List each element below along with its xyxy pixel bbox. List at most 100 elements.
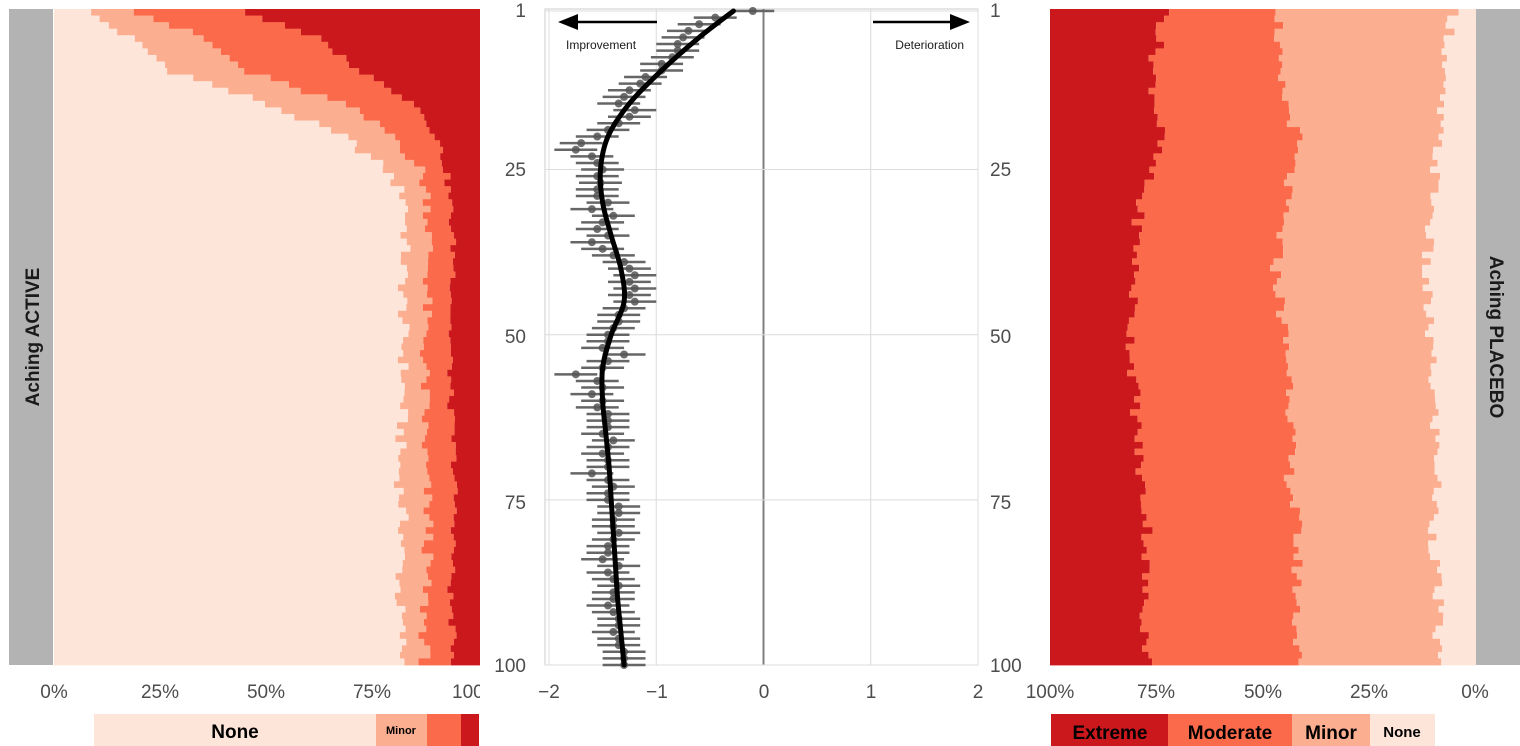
bar-segment (192, 28, 301, 36)
bar-segment (1301, 579, 1443, 587)
data-point (577, 139, 586, 148)
bar-segment (1430, 218, 1476, 226)
bar-segment (270, 74, 374, 82)
bar-segment (1050, 546, 1147, 554)
bar-segment (1291, 376, 1429, 384)
bar-segment (1292, 186, 1439, 194)
bar-segment (450, 317, 480, 325)
bar-segment (1281, 317, 1434, 325)
bar-segment (1154, 94, 1282, 102)
bar-segment (1050, 15, 1165, 23)
bar-segment (1286, 120, 1441, 128)
bar-segment (54, 61, 166, 69)
bar-segment (423, 343, 451, 351)
data-point (625, 264, 634, 273)
bar-segment (403, 291, 428, 299)
bar-segment (1282, 48, 1442, 56)
bar-segment (1050, 330, 1127, 338)
legend-swatch-extreme (461, 714, 479, 746)
bar-segment (1283, 212, 1433, 220)
bar-segment (54, 120, 320, 128)
bar-segment (452, 560, 480, 567)
bar-segment (420, 107, 480, 115)
bar-segment (300, 28, 480, 36)
bar-segment (288, 81, 384, 89)
bar-segment (405, 212, 423, 220)
bar-segment (1142, 441, 1297, 449)
bar-segment (54, 192, 400, 200)
bar-segment (448, 218, 480, 226)
bar-segment (1155, 48, 1283, 56)
bar-segment (1299, 507, 1439, 515)
deterioration-arrow (873, 14, 970, 30)
bar-segment (401, 343, 424, 351)
bar-segment (443, 146, 480, 154)
bar-segment (54, 297, 408, 305)
bar-segment (450, 461, 480, 469)
bar-segment (453, 494, 480, 502)
bar-segment (1144, 186, 1293, 194)
bar-segment (403, 337, 424, 344)
bar-segment (453, 514, 480, 522)
bar-segment (1050, 232, 1140, 239)
bar-segment (1275, 9, 1459, 16)
bar-segment (1427, 527, 1476, 535)
bar-segment (1429, 520, 1476, 528)
y-tick-label: 75 (505, 493, 526, 514)
bar-segment (54, 527, 399, 535)
data-point (625, 277, 634, 286)
bar-segment (1163, 41, 1280, 49)
legend-label-minor: Minor (386, 725, 417, 737)
bar-segment (425, 166, 443, 174)
bar-segment (398, 455, 429, 463)
bar-segment (1444, 100, 1476, 108)
bar-segment (426, 186, 451, 194)
bar-segment (1441, 658, 1476, 666)
bar-segment (1050, 291, 1130, 299)
bar-segment (54, 448, 401, 456)
bar-segment (1050, 494, 1141, 502)
bar-segment (54, 350, 404, 358)
bar-segment (399, 632, 419, 640)
bar-segment (1050, 258, 1133, 266)
bar-segment (398, 527, 426, 535)
data-point (630, 271, 639, 280)
bar-segment (1447, 15, 1476, 23)
left-strip-label: Aching ACTIVE (23, 268, 44, 407)
bar-segment (424, 113, 480, 121)
bar-segment (1141, 461, 1291, 469)
bar-segment (1134, 363, 1288, 371)
bar-segment (1293, 553, 1431, 561)
bar-segment (54, 514, 409, 522)
bar-segment (382, 166, 426, 174)
bar-segment (1148, 592, 1296, 600)
bar-segment (54, 87, 229, 95)
data-point (636, 79, 645, 88)
bar-segment (454, 389, 480, 397)
bar-segment (1441, 48, 1476, 56)
bar-segment (418, 658, 451, 666)
bar-segment (383, 81, 480, 89)
bar-segment (400, 586, 423, 594)
bar-segment (1438, 507, 1476, 515)
bar-segment (54, 566, 403, 574)
bar-segment (1050, 173, 1155, 180)
bar-segment (54, 402, 401, 410)
bar-segment (1050, 409, 1131, 417)
bar-segment (398, 501, 430, 508)
bar-segment (1050, 68, 1154, 75)
bar-segment (1146, 514, 1300, 522)
bar-segment (1156, 35, 1275, 43)
bar-segment (455, 271, 480, 279)
bar-segment (54, 146, 355, 154)
bar-segment (1134, 310, 1277, 318)
bar-segment (1292, 619, 1443, 627)
bar-segment (1050, 501, 1141, 508)
bar-segment (54, 48, 148, 56)
bar-segment (1050, 658, 1153, 666)
bar-segment (54, 140, 357, 148)
bar-segment (1293, 533, 1437, 541)
bar-segment (405, 605, 421, 613)
bar-segment (426, 461, 451, 469)
bar-segment (447, 586, 480, 594)
